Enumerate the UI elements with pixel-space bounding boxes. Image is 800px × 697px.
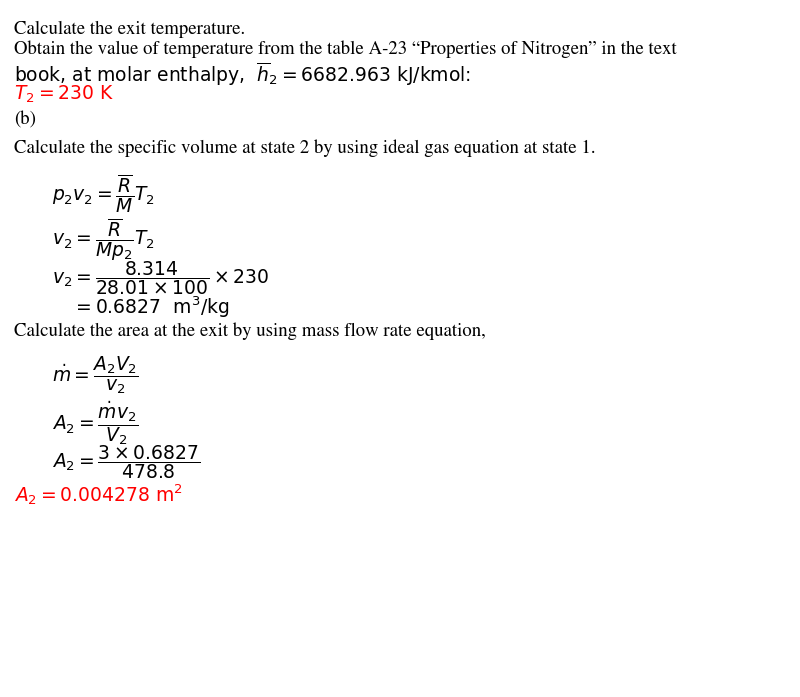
Text: $\dot{m} = \dfrac{A_2 V_2}{v_2}$: $\dot{m} = \dfrac{A_2 V_2}{v_2}$ (52, 354, 138, 395)
Text: Calculate the specific volume at state 2 by using ideal gas equation at state 1.: Calculate the specific volume at state 2… (14, 139, 596, 157)
Text: $v_2 = \dfrac{8.314}{28.01\times100} \times 230$: $v_2 = \dfrac{8.314}{28.01\times100} \ti… (52, 259, 270, 297)
Text: $v_2 = \dfrac{\overline{R}}{Mp_2} T_2$: $v_2 = \dfrac{\overline{R}}{Mp_2} T_2$ (52, 216, 155, 263)
Text: $A_2 = \dfrac{3\times 0.6827}{478.8}$: $A_2 = \dfrac{3\times 0.6827}{478.8}$ (52, 443, 200, 481)
Text: book, at molar enthalpy,  $\overline{h}_2 = 6682.963\ \mathrm{kJ/kmol}$:: book, at molar enthalpy, $\overline{h}_2… (14, 60, 471, 88)
Text: $A_2 = \dfrac{\dot{m} v_2}{V_2}$: $A_2 = \dfrac{\dot{m} v_2}{V_2}$ (52, 399, 138, 447)
Text: $p_2 v_2 = \dfrac{\overline{R}}{M} T_2$: $p_2 v_2 = \dfrac{\overline{R}}{M} T_2$ (52, 173, 155, 215)
Text: $A_2 = 0.004278\ \mathrm{m}^2$: $A_2 = 0.004278\ \mathrm{m}^2$ (14, 482, 183, 507)
Text: Calculate the exit temperature.: Calculate the exit temperature. (14, 21, 246, 38)
Text: (b): (b) (14, 112, 37, 129)
Text: $T_2 = 230\ \mathrm{K}$: $T_2 = 230\ \mathrm{K}$ (14, 84, 114, 105)
Text: $= 0.6827\ \ \mathrm{m}^3/\mathrm{kg}$: $= 0.6827\ \ \mathrm{m}^3/\mathrm{kg}$ (72, 294, 230, 320)
Text: Obtain the value of temperature from the table A-23 “Properties of Nitrogen” in : Obtain the value of temperature from the… (14, 40, 677, 58)
Text: Calculate the area at the exit by using mass flow rate equation,: Calculate the area at the exit by using … (14, 322, 486, 339)
